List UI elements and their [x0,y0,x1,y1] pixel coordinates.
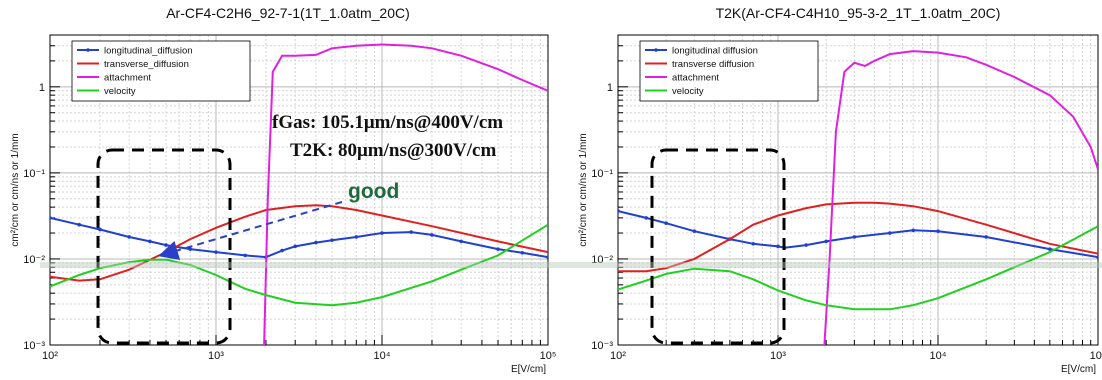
legend-label: attachment [104,73,151,84]
series-longitudinal-diffusion-point [50,216,52,220]
y-tick-label: 10⁻³ [23,340,45,352]
y-tick-label: 10⁻¹ [591,168,613,180]
series-longitudinal-diffusion-point [664,221,668,226]
series-attachment-line [823,50,1098,345]
series-attachment-line [263,43,548,345]
x-tick-label: 10³ [208,350,224,362]
x-tick-label: 10² [610,350,626,362]
reference-band [40,262,1102,268]
series-longitudinal-diffusion-point [618,209,620,213]
series-longitudinal-diffusion-point [98,227,102,232]
x-axis-label: E[V/cm] [1061,364,1096,375]
series-longitudinal-diffusion-point [148,239,152,244]
plot-frame [49,34,549,346]
series-longitudinal-diffusion-point [314,240,318,245]
x-tick-label: 10³ [770,350,786,362]
series-longitudinal-diffusion-point [330,238,334,243]
series-transverse-diffusion-line [618,201,1098,273]
legend-label: longitudinal diffusion [672,46,758,57]
legend-label: velocity [672,86,704,97]
annotation-arrow [158,201,343,261]
x-tick-label: 10⁴ [930,350,947,362]
x-tick-label: 10⁴ [374,350,391,362]
series-longitudinal-diffusion-point [188,247,193,251]
x-tick-label: 10⁵ [1090,350,1102,362]
series-longitudinal-diffusion-point [644,216,648,220]
chart-right: T2K(Ar-CF4-C4H10_95-3-2_1T_1.0atm_20C) 10… [578,5,1102,375]
legend-label: velocity [104,86,136,97]
series-longitudinal-diffusion-point [692,229,697,234]
series-longitudinal-diffusion-point [380,231,384,235]
legend-box [639,40,819,102]
chart-title: T2K(Ar-CF4-C4H10_95-3-2_1T_1.0atm_20C) [716,5,1001,21]
series-longitudinal-diffusion-point [354,235,359,239]
series-longitudinal-diffusion-point [1096,255,1098,259]
x-axis-label: E[V/cm] [511,364,546,375]
series-longitudinal-diffusion-point [243,253,248,258]
y-tick-label: 10⁻² [591,254,613,266]
legend-label: attachment [672,73,719,84]
series-longitudinal-diffusion-point [496,247,500,251]
series-longitudinal-diffusion-point [936,229,940,234]
x-tick-label: 10² [42,350,58,362]
series-longitudinal-diffusion-point [888,231,892,235]
series-longitudinal-diffusion-point [77,222,82,227]
annotation-layer: fGas: 105.1μm/ns@400V/cm T2K: 80μm/ns@30… [40,112,1102,345]
series-longitudinal-diffusion-point [804,243,808,247]
y-tick-label: 10⁻² [23,254,45,266]
series-velocity-line [618,225,1098,311]
y-tick-label: 10⁻³ [591,340,613,352]
series-longitudinal-diffusion-point [776,244,780,249]
y-axis-label: cm²/cm or cm/ns or 1/mm [10,133,21,246]
series-longitudinal-diffusion-point [409,230,414,234]
series-longitudinal-diffusion-point [520,250,525,255]
legend-swatch-marker [654,48,658,52]
series-longitudinal-diffusion-point [911,228,916,233]
legend-label: transverse diffusion [672,59,754,70]
legend-box [71,40,251,102]
y-axis-label: cm²/cm or cm/ns or 1/mm [578,133,589,246]
series-longitudinal-diffusion-point [127,235,132,239]
y-tick-label: 1 [607,82,613,94]
highlight-box-left [96,148,232,345]
plot-frame [617,34,1099,346]
series-longitudinal-diffusion-point [459,239,464,244]
series-longitudinal-diffusion-point [1048,247,1052,251]
chart-title: Ar-CF4-C2H6_92-7-1(1T_1.0atm_20C) [166,5,410,21]
series-longitudinal-diffusion-point [852,235,857,239]
x-tick-label: 10⁵ [540,350,557,362]
series-longitudinal-diffusion-line [50,216,548,259]
series-longitudinal-diffusion-point [824,239,828,244]
annotation-fgas: fGas: 105.1μm/ns@400V/cm [272,112,503,133]
annotation-good: good [348,180,399,203]
series-transverse-diffusion-line [50,204,548,282]
series-longitudinal-diffusion-point [214,250,218,254]
series-velocity-line [50,223,548,307]
legend-label: transverse_diffusion [104,59,189,70]
series-longitudinal-diffusion-point [984,235,988,239]
highlight-box-right [650,148,786,345]
y-tick-label: 10⁻¹ [23,168,45,180]
series-longitudinal-diffusion-point [751,241,756,246]
series-longitudinal-diffusion-point [293,244,298,249]
legend-swatch-marker [86,48,90,52]
legend-label: longitudinal_diffusion [104,46,193,57]
chart-left: Ar-CF4-C2H6_92-7-1(1T_1.0atm_20C) 10² 10³ 1… [10,5,556,375]
y-tick-label: 1 [39,82,45,94]
series-longitudinal-diffusion-point [280,248,284,253]
series-longitudinal-diffusion-point [164,243,168,247]
series-longitudinal-diffusion-point [546,255,548,259]
series-longitudinal-diffusion-point [430,233,434,237]
annotation-t2k: T2K: 80μm/ns@300V/cm [290,140,496,161]
